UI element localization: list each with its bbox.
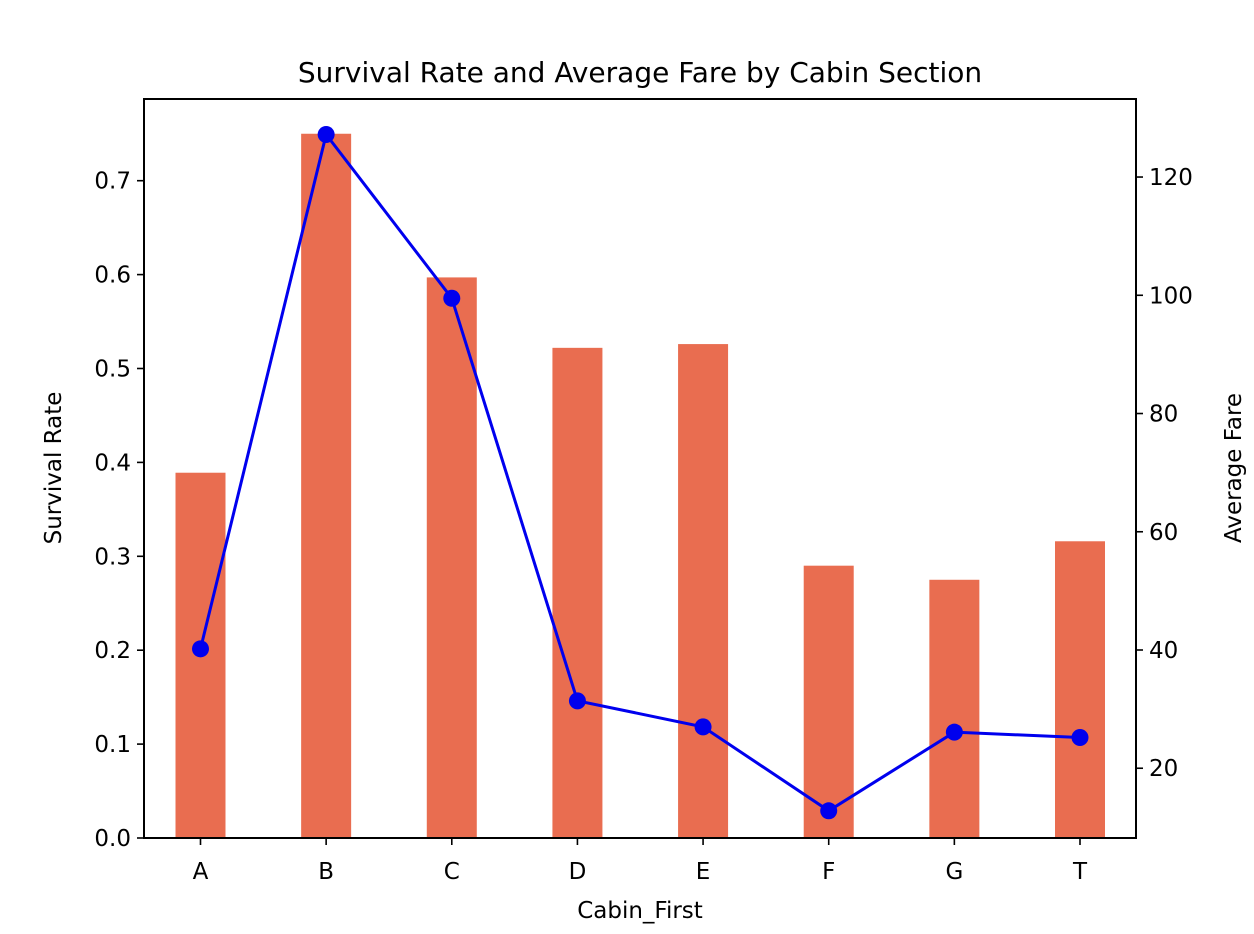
y-right-tick-label: 80 (1149, 402, 1178, 428)
bar-F (803, 565, 854, 838)
fare-point-G (945, 723, 963, 741)
x-tick-label: E (696, 859, 711, 885)
fare-point-C (443, 289, 461, 307)
y-left-tick-label: 0.0 (94, 826, 131, 852)
y-left-tick-label: 0.7 (94, 169, 131, 195)
fare-point-T (1071, 728, 1089, 746)
bar-series-survival-rate (175, 133, 1105, 838)
bar-C (426, 277, 477, 838)
y-left-tick-label: 0.2 (94, 638, 131, 664)
fare-line (199, 131, 1081, 813)
x-tick-label: T (1072, 859, 1088, 885)
y-left-tick-label: 0.5 (94, 356, 131, 382)
y-right-tick-label: 120 (1149, 165, 1193, 191)
y-right-tick-label: 40 (1149, 638, 1178, 664)
y-right-tick-label: 100 (1149, 283, 1193, 309)
fare-point-A (192, 640, 209, 658)
x-tick-label: F (822, 859, 835, 885)
bar-E (678, 344, 729, 838)
line-series-average-fare (192, 125, 1089, 820)
bar-T (1055, 541, 1105, 838)
chart-title: Survival Rate and Average Fare by Cabin … (298, 56, 982, 89)
y-left-tick-label: 0.3 (94, 544, 131, 570)
y-axis-left: 0.0 0.1 0.2 0.3 0.4 0.5 0.6 0.7 (94, 169, 144, 852)
fare-point-D (568, 692, 586, 710)
y-right-tick-label: 60 (1149, 520, 1178, 546)
y-right-tick-label: 20 (1149, 756, 1178, 782)
x-tick-label: A (193, 859, 209, 885)
fare-point-E (694, 718, 712, 736)
x-tick-label: B (318, 859, 334, 885)
plot-area-frame (143, 98, 1137, 839)
y-left-tick-label: 0.6 (94, 263, 131, 289)
y-axis-right-label: Average Fare (1221, 393, 1247, 543)
y-left-tick-label: 0.1 (94, 732, 131, 758)
x-tick-label: D (569, 859, 587, 885)
bar-D (552, 347, 603, 838)
bar-B (301, 133, 352, 838)
fare-point-F (820, 802, 838, 820)
y-axis-right: 20 40 60 80 100 120 (1136, 165, 1193, 782)
x-axis-label: Cabin_First (577, 898, 703, 924)
y-left-tick-label: 0.4 (94, 450, 131, 476)
y-axis-left-label: Survival Rate (41, 392, 67, 545)
fare-point-B (317, 125, 335, 143)
x-tick-label: G (945, 859, 963, 885)
bar-G (929, 579, 980, 838)
x-tick-label: C (444, 859, 460, 885)
